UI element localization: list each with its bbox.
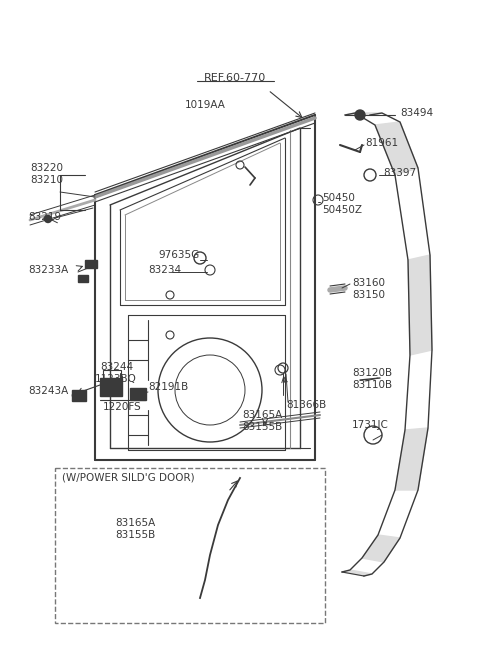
Polygon shape (375, 122, 418, 175)
Circle shape (45, 215, 51, 223)
Text: 83120B
83110B: 83120B 83110B (352, 368, 392, 390)
Text: 1019AA: 1019AA (185, 100, 226, 110)
Text: 83165A
83155B: 83165A 83155B (115, 518, 155, 540)
Text: 83397: 83397 (383, 168, 416, 178)
Text: 1220FS: 1220FS (103, 402, 142, 412)
Text: 1731JC: 1731JC (352, 420, 389, 430)
Text: 83244: 83244 (100, 362, 133, 372)
Text: 83220
83210: 83220 83210 (30, 163, 63, 185)
Polygon shape (342, 570, 372, 576)
Bar (100, 378, 122, 396)
Bar (72, 390, 86, 401)
Text: 83243A: 83243A (28, 386, 68, 396)
Bar (130, 388, 146, 400)
Bar (78, 275, 88, 282)
Text: 1123BQ: 1123BQ (95, 374, 137, 384)
Text: 83234: 83234 (148, 265, 181, 275)
Text: 82191B: 82191B (148, 382, 188, 392)
Text: REF.60-770: REF.60-770 (204, 73, 266, 83)
Text: 83494: 83494 (400, 108, 433, 118)
Polygon shape (345, 113, 382, 115)
Text: 81366B: 81366B (286, 400, 326, 410)
Text: 83165A
83155B: 83165A 83155B (242, 410, 282, 432)
Bar (85, 260, 97, 268)
Text: 83233A: 83233A (28, 265, 68, 275)
Bar (103, 370, 121, 380)
Text: 97635G: 97635G (158, 250, 199, 260)
Circle shape (355, 110, 365, 120)
Polygon shape (408, 255, 432, 355)
Text: 83160
83150: 83160 83150 (352, 278, 385, 299)
Polygon shape (362, 535, 400, 562)
Text: 81961: 81961 (365, 138, 398, 148)
Text: (W/POWER SILD'G DOOR): (W/POWER SILD'G DOOR) (62, 473, 194, 483)
Bar (55, 468, 325, 623)
Text: 50450
50450Z: 50450 50450Z (322, 193, 362, 215)
Polygon shape (395, 428, 428, 490)
Text: 83219: 83219 (28, 212, 61, 222)
